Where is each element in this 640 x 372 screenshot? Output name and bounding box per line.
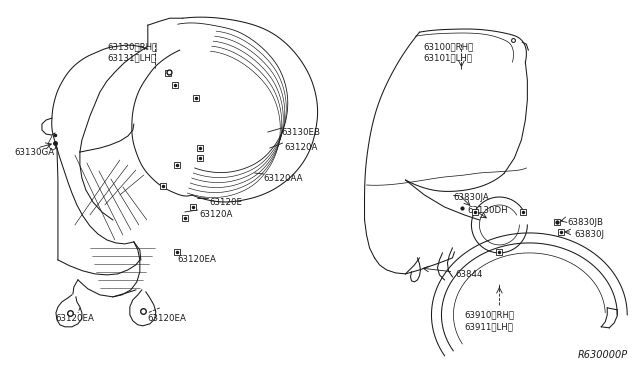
Text: 63130GA: 63130GA bbox=[14, 148, 54, 157]
Bar bbox=[196, 145, 203, 151]
Text: R630000P: R630000P bbox=[577, 350, 627, 360]
Text: 63910（RH）: 63910（RH） bbox=[465, 310, 515, 319]
Text: 63100（RH）: 63100（RH） bbox=[424, 42, 474, 51]
Text: 63120EA: 63120EA bbox=[148, 314, 187, 323]
Bar bbox=[554, 219, 560, 225]
Bar bbox=[182, 215, 188, 221]
Text: 63120A: 63120A bbox=[285, 143, 318, 152]
Text: 63101（LH）: 63101（LH） bbox=[424, 53, 472, 62]
Bar bbox=[193, 95, 199, 101]
Bar bbox=[174, 249, 180, 255]
Bar bbox=[497, 249, 502, 255]
Text: 63830J: 63830J bbox=[574, 230, 604, 239]
Text: 63120AA: 63120AA bbox=[264, 174, 303, 183]
Text: 63911（LH）: 63911（LH） bbox=[465, 322, 513, 331]
Text: 63120EA: 63120EA bbox=[55, 314, 94, 323]
Text: 63120A: 63120A bbox=[200, 210, 233, 219]
Bar bbox=[472, 209, 479, 215]
Bar bbox=[520, 209, 526, 215]
Text: 63130EB: 63130EB bbox=[282, 128, 321, 137]
Text: 63830JB: 63830JB bbox=[567, 218, 604, 227]
Text: 63844: 63844 bbox=[456, 270, 483, 279]
Text: 63130DH: 63130DH bbox=[467, 206, 508, 215]
Text: 63120E: 63120E bbox=[210, 198, 243, 207]
Bar bbox=[174, 162, 180, 168]
Bar bbox=[164, 70, 171, 76]
Text: 63130（RH）: 63130（RH） bbox=[108, 42, 158, 51]
Bar bbox=[196, 155, 203, 161]
Bar bbox=[160, 183, 166, 189]
Text: 63120EA: 63120EA bbox=[178, 255, 217, 264]
Bar bbox=[172, 82, 178, 88]
Bar bbox=[558, 229, 564, 235]
Text: 63131（LH）: 63131（LH） bbox=[108, 53, 157, 62]
Bar bbox=[190, 204, 196, 210]
Text: 63830JA: 63830JA bbox=[454, 193, 489, 202]
